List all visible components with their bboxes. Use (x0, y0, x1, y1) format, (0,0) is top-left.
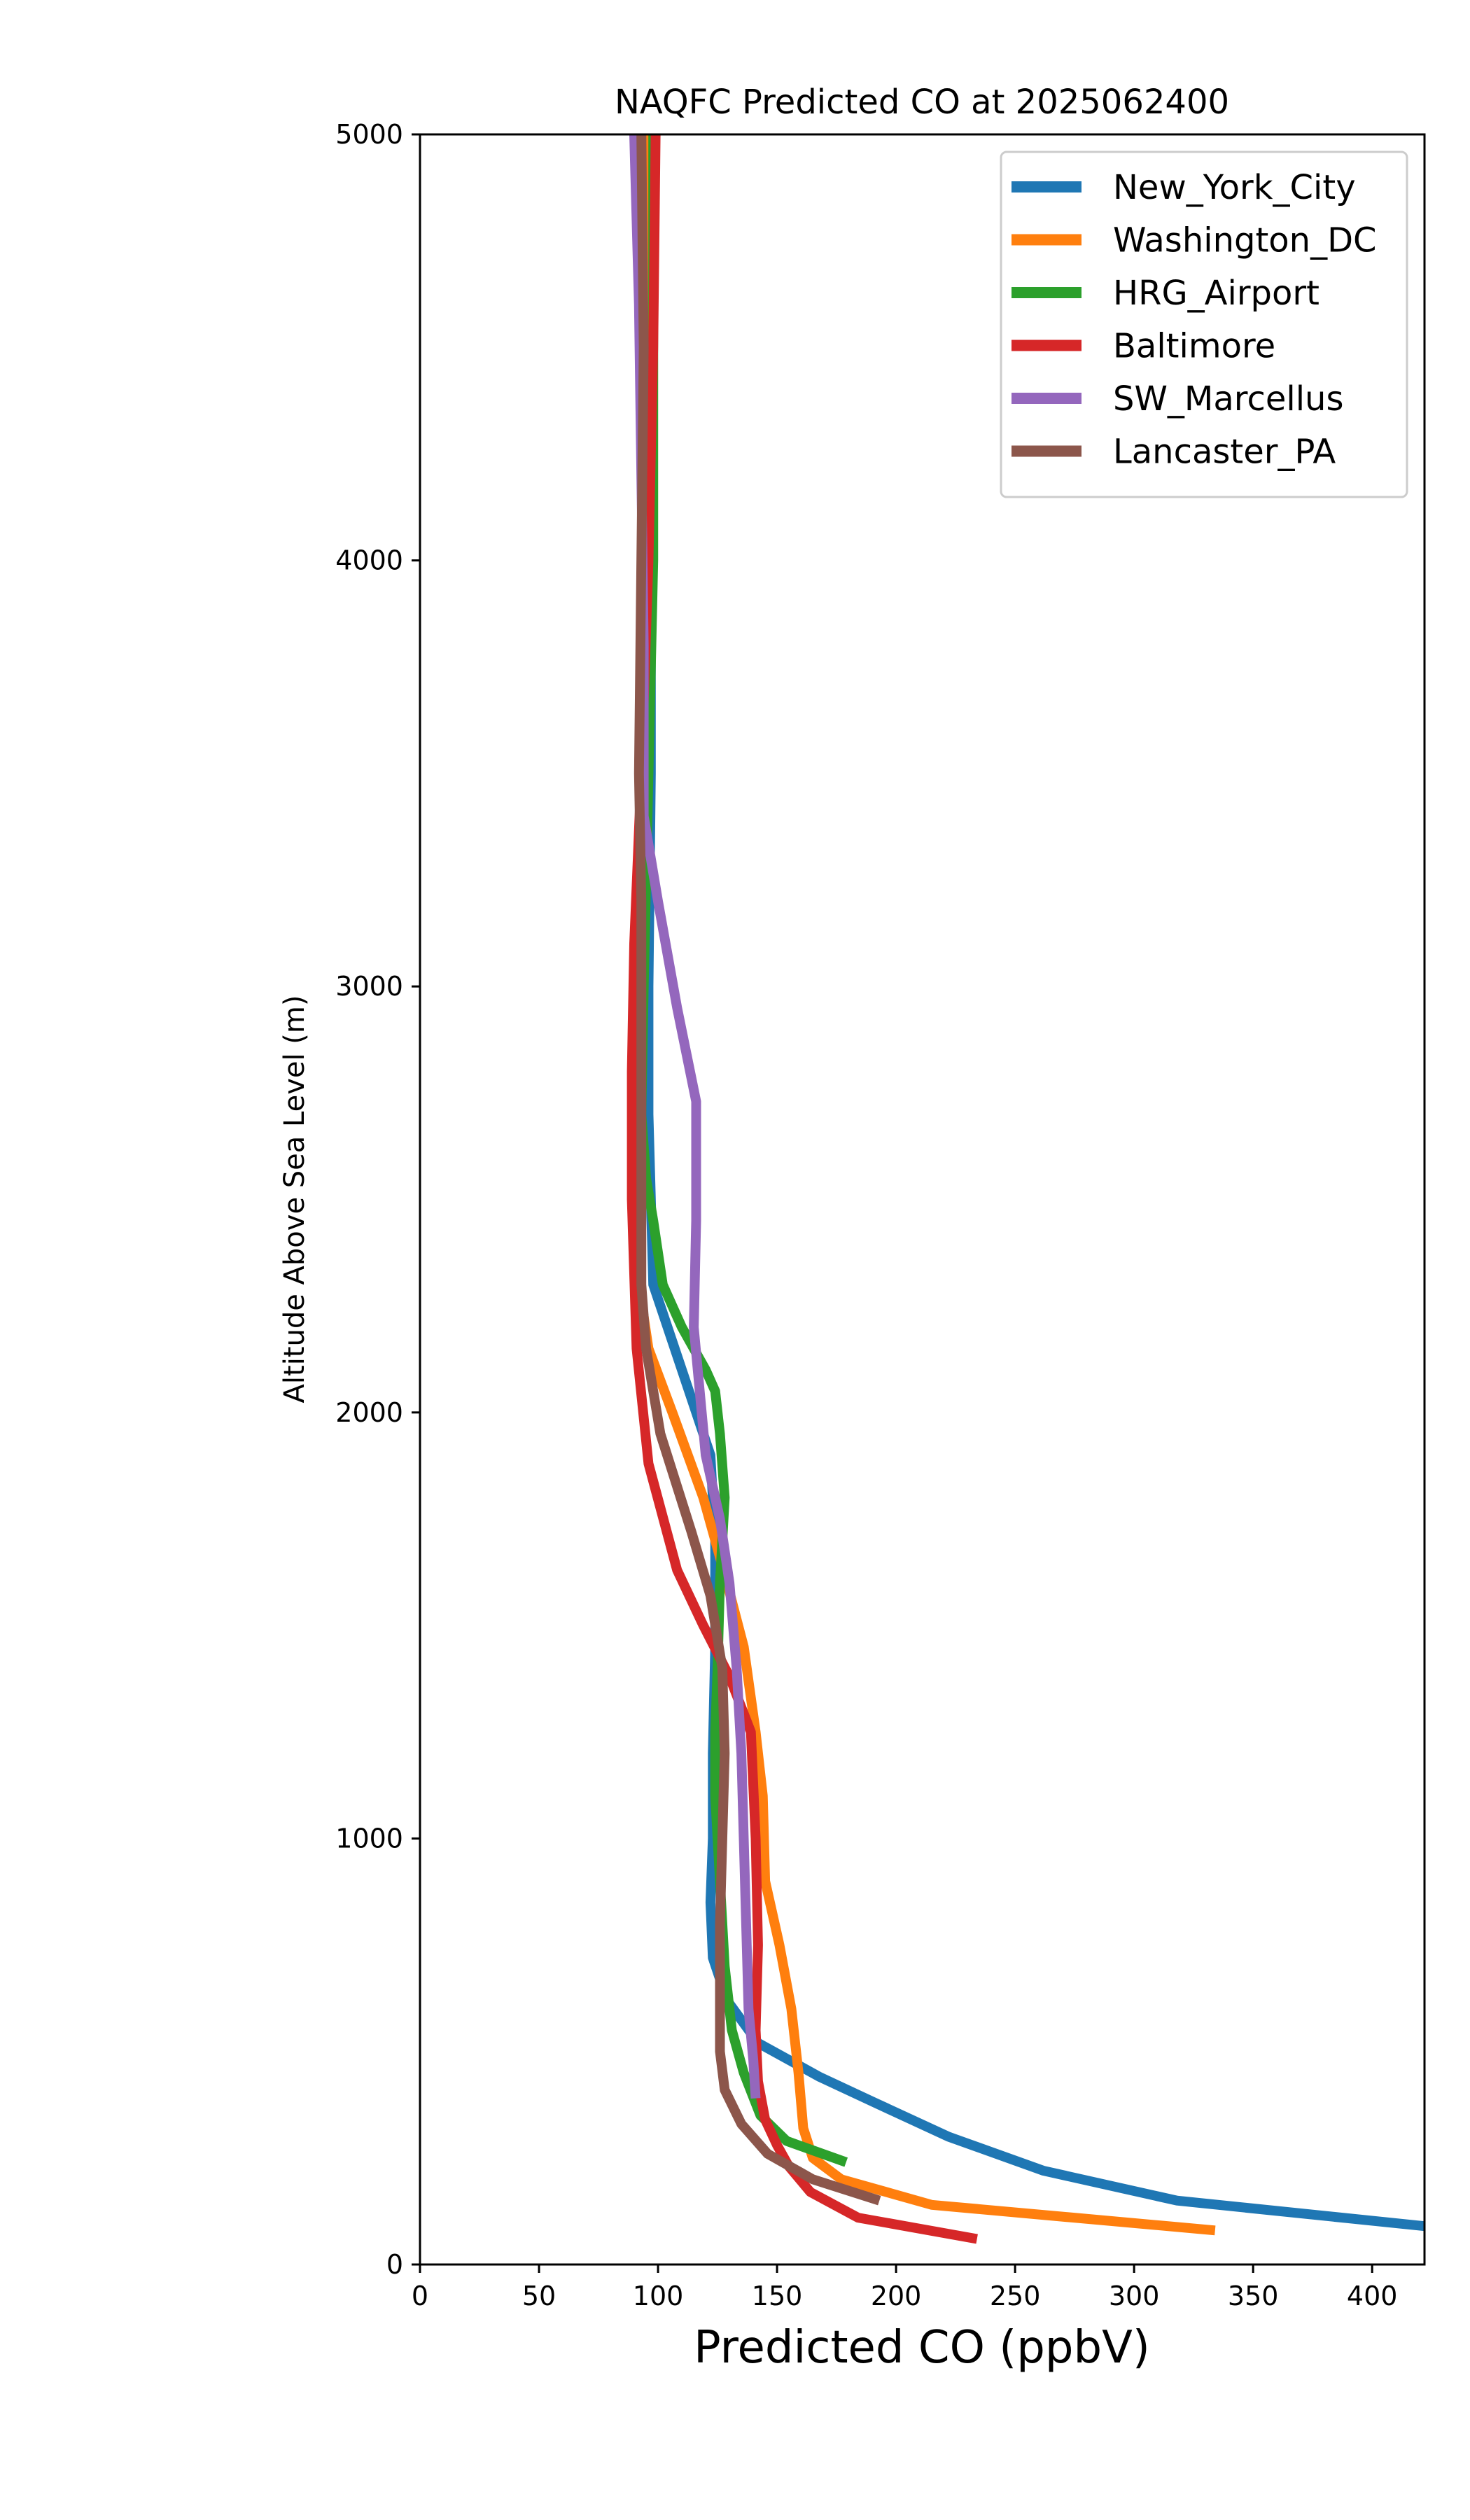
y-tick-label: 4000 (335, 545, 403, 576)
y-tick-label: 5000 (335, 119, 403, 150)
legend-label: Lancaster_PA (1113, 433, 1336, 472)
legend-label: Washington_DC (1113, 221, 1377, 260)
legend-label: HRG_Airport (1113, 274, 1320, 313)
x-tick-label: 250 (990, 2281, 1041, 2311)
plot-frame (419, 133, 1426, 2266)
legend-label: SW_Marcellus (1113, 379, 1343, 419)
legend: New_York_City Washington_DC HRG_Airport Bal… (1000, 150, 1408, 498)
y-tick-label: 3000 (335, 971, 403, 1002)
y-tick-label: 0 (386, 2249, 403, 2280)
x-tick-label: 400 (1347, 2281, 1398, 2311)
x-axis-title: Predicted CO (ppbV) (694, 2322, 1150, 2374)
x-tick-label: 200 (871, 2281, 922, 2311)
y-axis-title: Altitude Above Sea Level (m) (279, 995, 311, 1404)
series-line-lancaster-pa (634, 134, 881, 2206)
legend-label: New_York_City (1113, 168, 1356, 207)
series-layer (626, 134, 1424, 2244)
x-tick-label: 100 (633, 2281, 684, 2311)
x-tick-label: 50 (522, 2281, 556, 2311)
y-tick-label: 2000 (335, 1397, 403, 1428)
x-tick-label: 0 (412, 2281, 428, 2311)
legend-box (1000, 150, 1408, 498)
chart-title: NAQFC Predicted CO at 2025062400 (615, 83, 1229, 122)
x-tick-label: 150 (752, 2281, 803, 2311)
y-tick-label: 1000 (335, 1823, 403, 1854)
x-tick-label: 350 (1228, 2281, 1279, 2311)
legend-label: Baltimore (1113, 327, 1275, 366)
axes-layer: 0 50 100 150 200 250 300 350 4000100020003000400… (335, 119, 1426, 2311)
x-tick-label: 300 (1109, 2281, 1160, 2311)
